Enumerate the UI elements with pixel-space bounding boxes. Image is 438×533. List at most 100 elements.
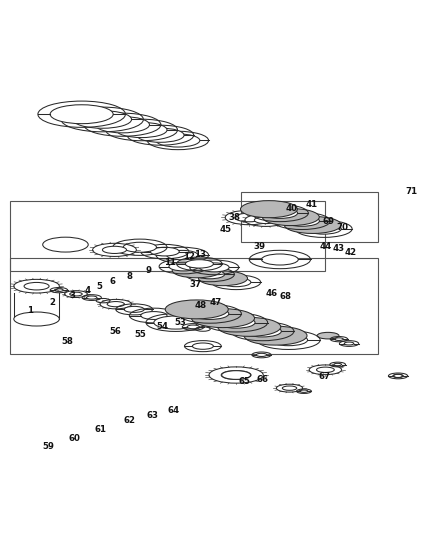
Ellipse shape — [269, 334, 307, 346]
Text: 1: 1 — [28, 306, 33, 315]
Ellipse shape — [192, 343, 213, 349]
Ellipse shape — [244, 326, 306, 345]
Ellipse shape — [14, 312, 59, 326]
Text: 2: 2 — [49, 298, 55, 307]
Text: 65: 65 — [238, 377, 250, 386]
Text: 55: 55 — [134, 330, 145, 339]
Text: 67: 67 — [318, 372, 330, 381]
Ellipse shape — [50, 105, 113, 124]
Ellipse shape — [282, 386, 296, 390]
Ellipse shape — [86, 296, 97, 299]
Text: 54: 54 — [156, 322, 168, 332]
Text: 47: 47 — [209, 298, 222, 307]
Text: 71: 71 — [404, 187, 416, 196]
Ellipse shape — [243, 326, 281, 337]
Ellipse shape — [261, 254, 297, 265]
Text: 56: 56 — [109, 327, 121, 336]
Text: 6: 6 — [110, 277, 116, 286]
Ellipse shape — [221, 370, 250, 379]
Ellipse shape — [191, 309, 254, 328]
Text: 46: 46 — [265, 289, 277, 298]
Text: 70: 70 — [335, 223, 347, 232]
Text: 11: 11 — [164, 257, 176, 266]
Bar — [240, 192, 378, 242]
Ellipse shape — [123, 243, 156, 252]
Text: 61: 61 — [94, 425, 106, 434]
Ellipse shape — [153, 316, 197, 329]
Ellipse shape — [284, 216, 340, 233]
Ellipse shape — [172, 263, 221, 278]
Bar — [11, 258, 377, 354]
Text: 45: 45 — [219, 225, 231, 234]
Ellipse shape — [198, 271, 247, 286]
Ellipse shape — [343, 342, 353, 345]
Ellipse shape — [95, 117, 149, 133]
Text: 41: 41 — [305, 200, 317, 209]
Ellipse shape — [166, 251, 198, 260]
Ellipse shape — [217, 317, 254, 328]
Ellipse shape — [185, 260, 213, 268]
Text: 60: 60 — [68, 433, 80, 442]
Text: 58: 58 — [61, 337, 73, 346]
Text: 62: 62 — [124, 416, 135, 425]
Ellipse shape — [236, 214, 262, 221]
Ellipse shape — [70, 292, 82, 296]
Ellipse shape — [107, 302, 124, 306]
Ellipse shape — [137, 128, 184, 142]
Ellipse shape — [54, 289, 63, 292]
Ellipse shape — [305, 223, 340, 234]
Ellipse shape — [262, 208, 318, 225]
Text: 43: 43 — [332, 244, 344, 253]
Ellipse shape — [221, 278, 250, 287]
Ellipse shape — [256, 353, 266, 357]
Ellipse shape — [24, 282, 49, 290]
Ellipse shape — [159, 318, 192, 327]
Ellipse shape — [334, 338, 343, 341]
Text: 68: 68 — [279, 292, 290, 301]
Text: 4: 4 — [84, 286, 90, 295]
Text: 5: 5 — [96, 282, 102, 291]
Text: 53: 53 — [174, 318, 186, 327]
Text: 42: 42 — [344, 248, 356, 257]
Ellipse shape — [169, 262, 198, 271]
Ellipse shape — [217, 318, 280, 336]
Ellipse shape — [150, 247, 179, 256]
Text: 12: 12 — [183, 252, 194, 261]
Ellipse shape — [165, 300, 228, 319]
Text: 13: 13 — [193, 250, 205, 259]
Text: 37: 37 — [189, 279, 201, 288]
Ellipse shape — [316, 367, 334, 373]
Ellipse shape — [261, 208, 297, 219]
Ellipse shape — [240, 200, 297, 217]
Ellipse shape — [283, 216, 319, 227]
Ellipse shape — [187, 325, 199, 329]
Ellipse shape — [316, 333, 338, 339]
Ellipse shape — [124, 306, 144, 312]
Ellipse shape — [102, 246, 126, 254]
Ellipse shape — [195, 270, 224, 279]
Text: 63: 63 — [147, 411, 159, 420]
Ellipse shape — [155, 134, 199, 147]
Ellipse shape — [199, 263, 229, 272]
Text: 38: 38 — [228, 213, 240, 222]
Text: 59: 59 — [42, 442, 54, 451]
Text: 8: 8 — [127, 272, 132, 281]
Ellipse shape — [116, 123, 166, 138]
Text: 48: 48 — [194, 301, 207, 310]
Text: 64: 64 — [167, 406, 179, 415]
Text: 66: 66 — [256, 375, 268, 384]
Bar — [11, 201, 325, 271]
Ellipse shape — [191, 308, 228, 319]
Ellipse shape — [73, 111, 131, 128]
Text: 69: 69 — [321, 217, 333, 227]
Ellipse shape — [392, 374, 403, 377]
Text: 44: 44 — [318, 243, 331, 251]
Text: 9: 9 — [145, 265, 151, 274]
Text: 39: 39 — [253, 243, 265, 251]
Ellipse shape — [333, 364, 341, 366]
Text: 40: 40 — [285, 204, 297, 213]
Ellipse shape — [299, 390, 307, 392]
Ellipse shape — [221, 370, 251, 379]
Text: 3: 3 — [69, 291, 75, 300]
Ellipse shape — [254, 216, 277, 223]
